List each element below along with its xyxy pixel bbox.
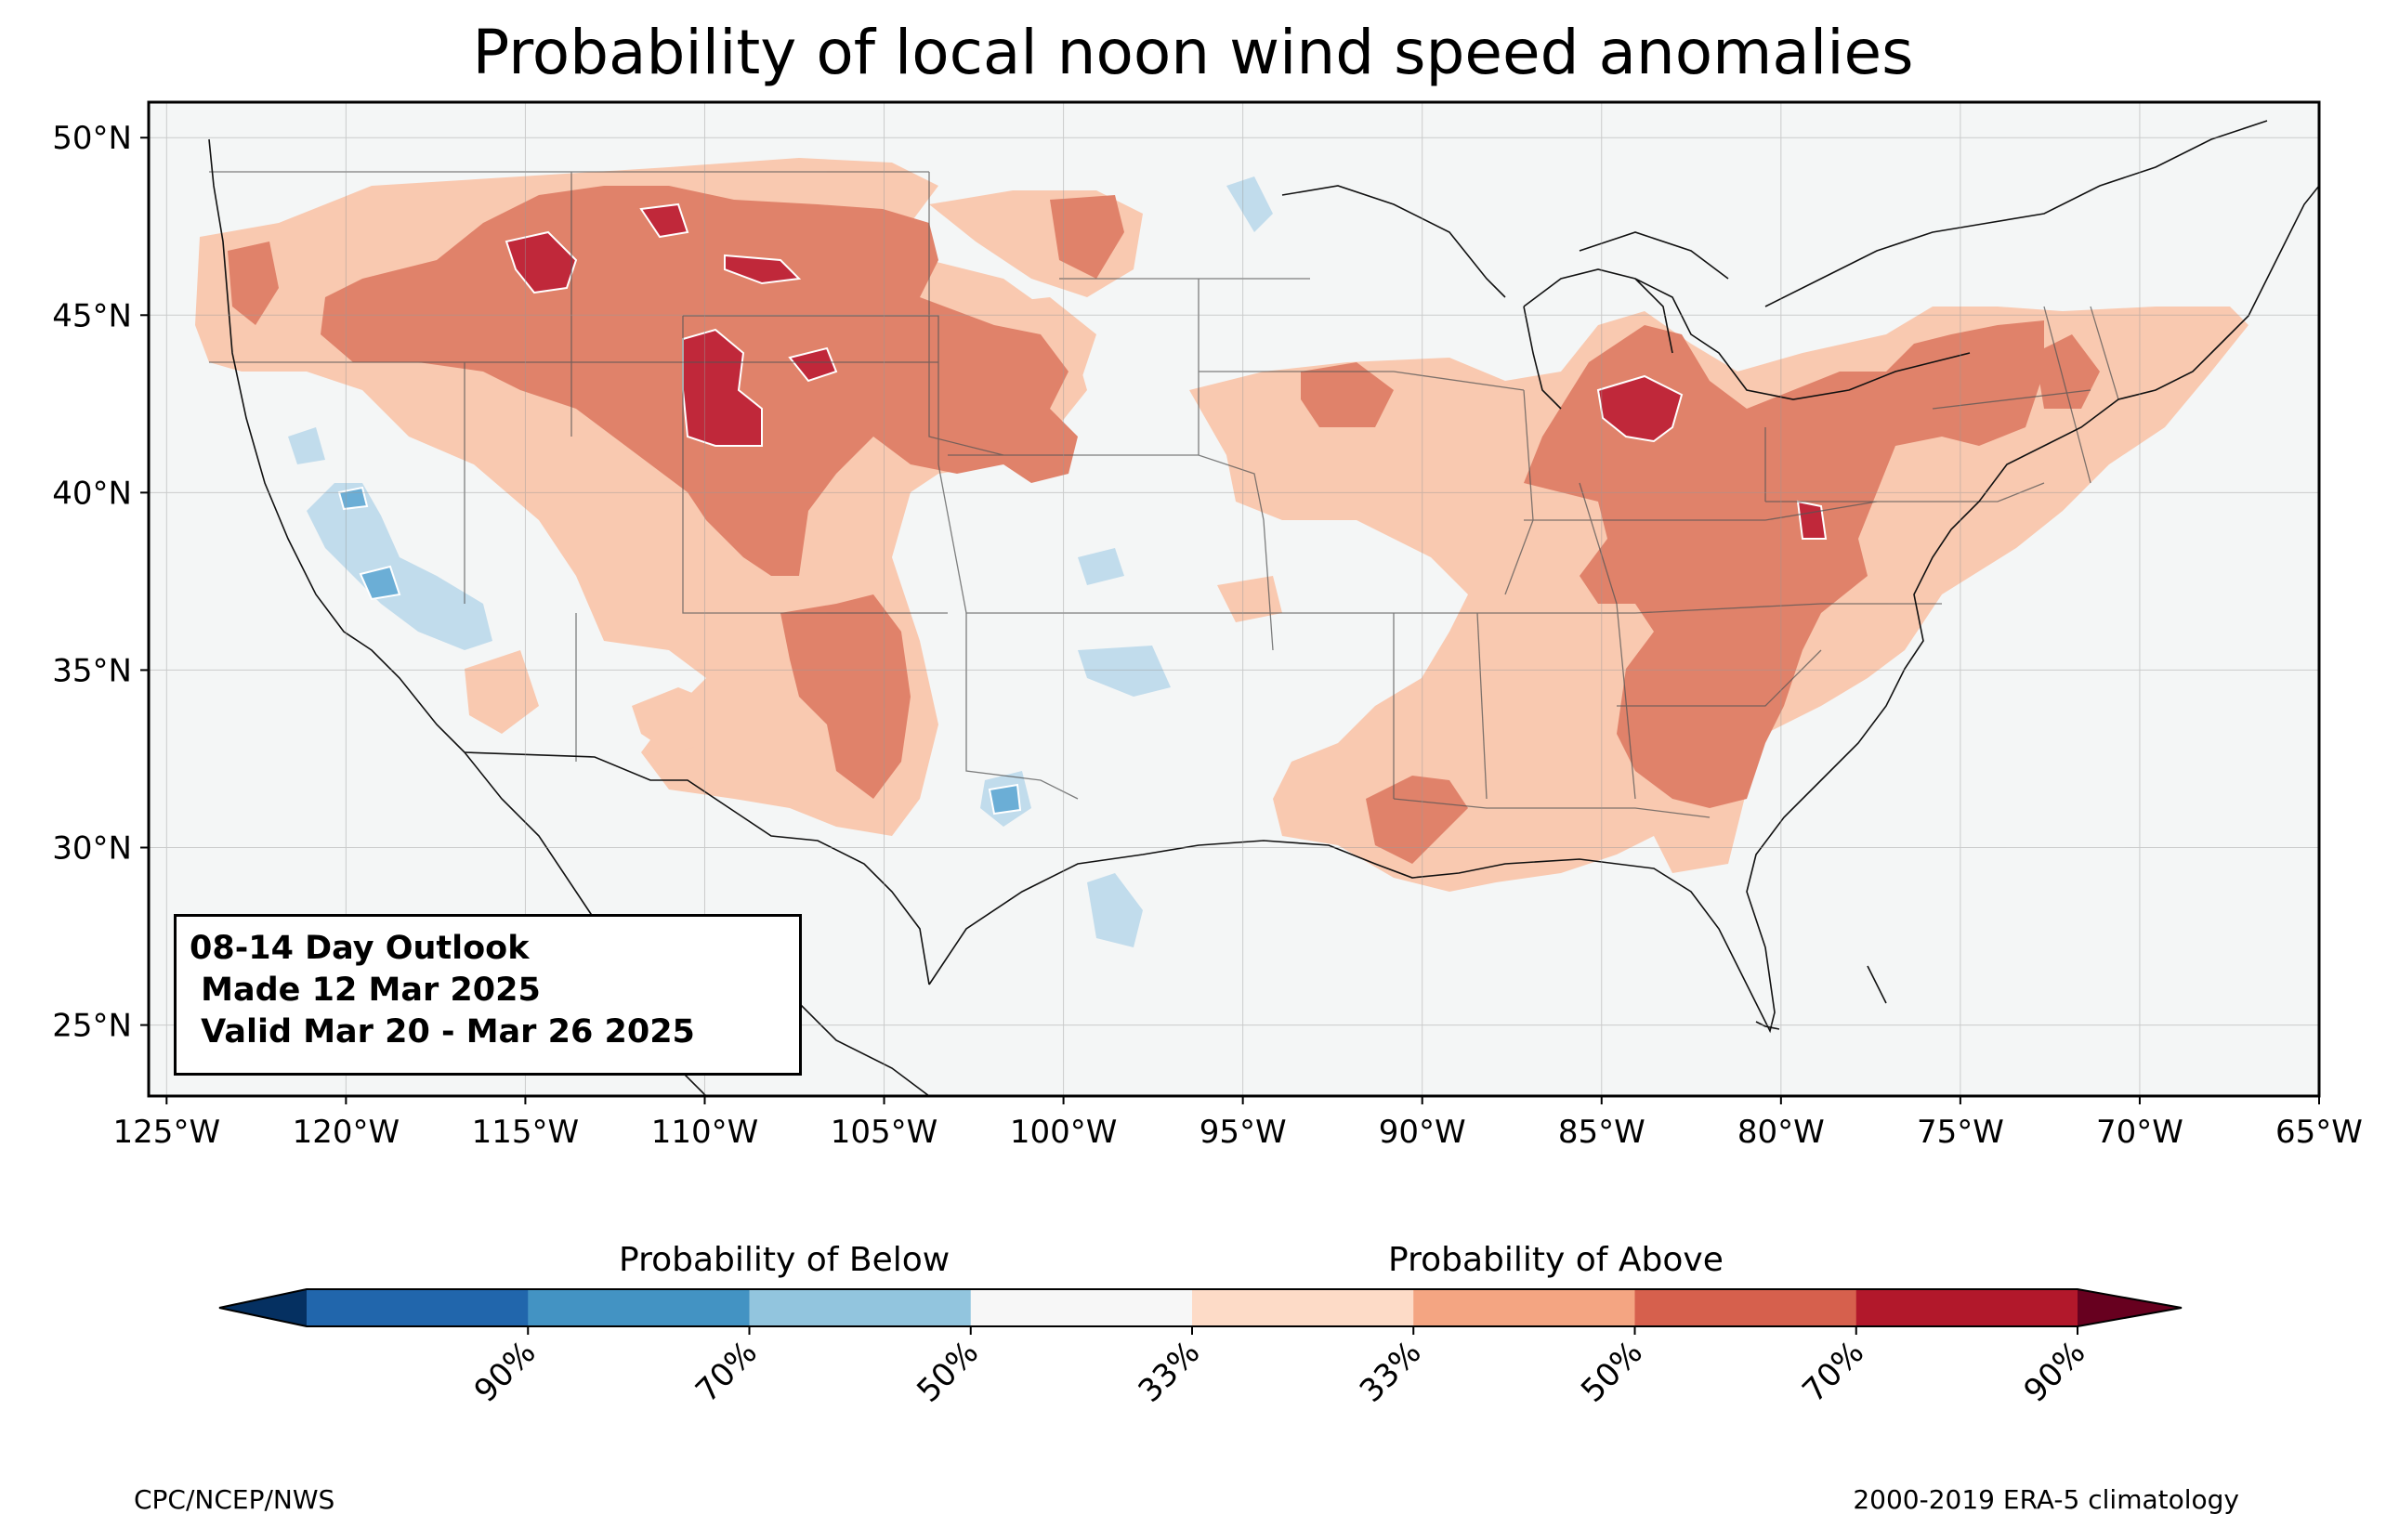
- colorbar-segment: [1634, 1289, 1857, 1326]
- below-50-70-texas: [988, 783, 1022, 816]
- lon-tick-label: 75°W: [1917, 1114, 2004, 1151]
- above-70-90-south-dakota: [788, 346, 838, 383]
- above-70-90-wyoming: [682, 328, 763, 447]
- below-50-70-oregon: [337, 486, 369, 511]
- colorbar-segment: [528, 1289, 750, 1326]
- below-33-50-region: [288, 176, 1273, 947]
- colorbar: 90% 70% 50% 33% 33% 50% 70% 90%: [218, 1288, 2183, 1410]
- lon-tick-label: 90°W: [1379, 1114, 1466, 1151]
- below-50-70-nevada: [359, 565, 401, 601]
- above-50-70-washington: [228, 241, 279, 325]
- colorbar-extend-low: [219, 1289, 307, 1326]
- above-50-70-new-york: [2035, 334, 2100, 409]
- above-33-50-texas-patch: [1217, 576, 1282, 622]
- map-frame: [147, 100, 2321, 1098]
- colorbar-tick-label: 50%: [910, 1334, 986, 1410]
- lat-tick-label: 40°N: [52, 475, 132, 512]
- lat-tick-label: 30°N: [52, 830, 132, 868]
- below-33-50-colorado: [1078, 548, 1124, 585]
- outlook-info-box: 08-14 Day Outlook Made 12 Mar 2025 Valid…: [174, 914, 802, 1076]
- colorbar-segment: [1192, 1289, 1414, 1326]
- lon-tick-label: 110°W: [651, 1114, 759, 1151]
- above-70-90-montana-west: [505, 230, 578, 294]
- colorbar-segment: [970, 1289, 1193, 1326]
- map-area: [149, 102, 2319, 1096]
- colorbar-tick-label: 50%: [1574, 1334, 1650, 1410]
- above-70-90-west-virginia: [1796, 500, 1828, 540]
- colorbar-above-label: Probability of Above: [1388, 1241, 1724, 1279]
- colorbar-segment: [307, 1289, 529, 1326]
- above-33-50-california: [465, 650, 539, 734]
- lon-tick-label: 115°W: [472, 1114, 580, 1151]
- colorbar-tick-label: 90%: [2017, 1334, 2093, 1410]
- great-lakes-canada: [1281, 185, 1506, 298]
- above-70-90-montana-east: [724, 254, 802, 285]
- lon-tick-labels: 125°W 120°W 115°W 110°W 105°W 100°W 95°W 90°W 85…: [113, 1096, 2363, 1151]
- footer-left: CPC/NCEP/NWS: [134, 1484, 335, 1515]
- canada-east: [1764, 120, 2268, 307]
- below-33-50-nevada: [307, 483, 492, 650]
- below-33-50-texas-south: [1087, 873, 1143, 947]
- lat-tick-label: 25°N: [52, 1008, 132, 1045]
- above-50-70-ohio-valley: [1524, 320, 2044, 808]
- lon-tick-label: 65°W: [2275, 1114, 2363, 1151]
- colorbar-below-label: Probability of Below: [619, 1241, 950, 1279]
- colorbar-tick-label: 90%: [467, 1334, 544, 1410]
- great-lakes: [1523, 231, 1971, 410]
- lon-tick-label: 95°W: [1200, 1114, 1287, 1151]
- west-coast: [208, 138, 465, 753]
- colorbar-tick-label: 70%: [688, 1334, 765, 1410]
- colorbar-segment: [1855, 1289, 2078, 1326]
- gridlines: [149, 102, 2319, 1096]
- lon-tick-label: 105°W: [831, 1114, 938, 1151]
- above-50-70-iowa: [1301, 362, 1394, 427]
- lat-tick-label: 45°N: [52, 297, 132, 334]
- footer-right: 2000-2019 ERA-5 climatology: [1853, 1484, 2239, 1515]
- above-33-50-southwest: [632, 687, 725, 752]
- colorbar-extend-high: [2078, 1289, 2182, 1326]
- above-70-90-michigan: [1596, 374, 1684, 443]
- lat-tick-label: 35°N: [52, 652, 132, 689]
- colorbar-frame: [218, 1288, 2183, 1327]
- lat-tick-label: 50°N: [52, 120, 132, 157]
- lon-tick-label: 125°W: [113, 1114, 221, 1151]
- us-mexico-border: [464, 751, 930, 985]
- outlook-line-1: 08-14 Day Outlook: [190, 930, 530, 967]
- florida-keys: [1755, 1021, 1780, 1030]
- above-50-70-minnesota: [1050, 195, 1124, 279]
- above-50-70-louisiana: [1366, 776, 1468, 864]
- chart-title: Probability of local noon wind speed ano…: [472, 17, 1914, 88]
- above-50-70-new-mexico: [780, 594, 911, 799]
- colorbar-segment: [749, 1289, 972, 1326]
- above-70-90-montana-north: [639, 202, 689, 239]
- below-33-50-oklahoma: [1078, 646, 1171, 697]
- outlook-line-2: Made 12 Mar 2025: [190, 972, 541, 1009]
- below-33-50-oregon: [288, 427, 325, 464]
- bahamas: [1867, 965, 1887, 1004]
- colorbar-segment: [1413, 1289, 1635, 1326]
- above-70-90-region: [505, 202, 1828, 540]
- outlook-line-3: Valid Mar 20 - Mar 26 2025: [190, 1013, 695, 1051]
- mexico-interior: [780, 984, 930, 1096]
- lon-tick-label: 120°W: [293, 1114, 400, 1151]
- lat-tick-labels: 50°N 45°N 40°N 35°N 30°N 25°N: [52, 120, 149, 1045]
- colorbar-tick-label: 33%: [1132, 1334, 1208, 1410]
- lon-tick-label: 80°W: [1737, 1114, 1825, 1151]
- colorbar-tick-label: 33%: [1353, 1334, 1429, 1410]
- colorbar-tick-label: 70%: [1795, 1334, 1871, 1410]
- state-borders: [209, 171, 2119, 818]
- below-50-70-region: [337, 486, 1022, 816]
- lon-tick-label: 100°W: [1010, 1114, 1118, 1151]
- lon-tick-label: 70°W: [2096, 1114, 2183, 1151]
- gulf-coast: [928, 185, 2319, 1034]
- lon-tick-label: 85°W: [1558, 1114, 1645, 1151]
- below-33-50-minnesota: [1226, 176, 1273, 232]
